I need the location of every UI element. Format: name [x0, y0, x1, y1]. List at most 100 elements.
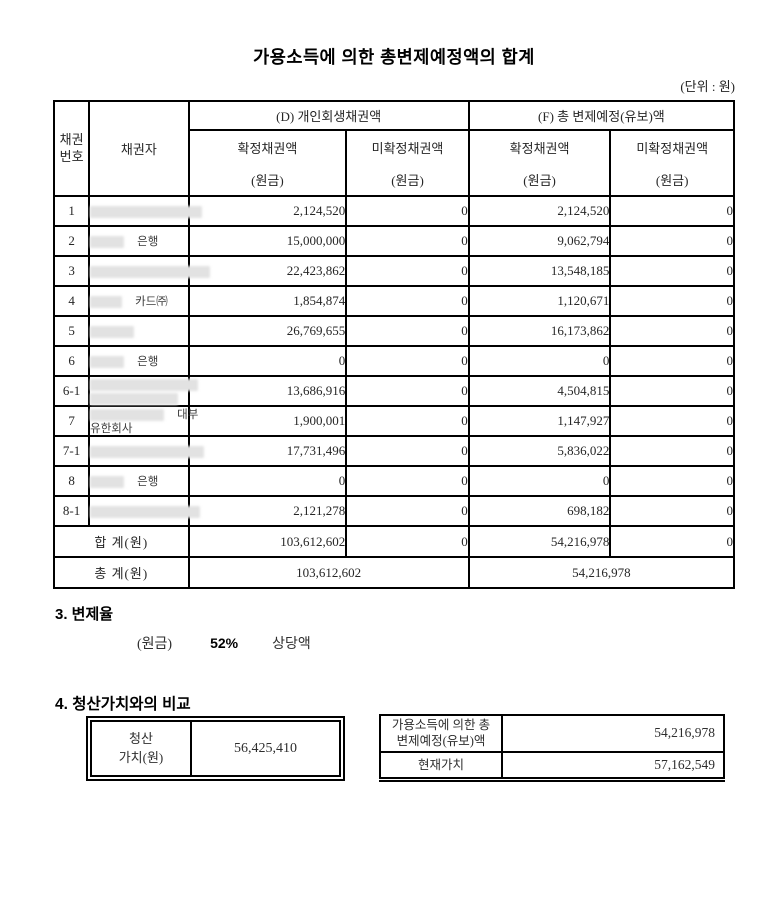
table-row: 2 은행 15,000,000 0 9,062,794 0 [52, 225, 735, 257]
table-row: 4 카드㈜ 1,854,874 0 1,120,671 0 [52, 285, 735, 317]
d-confirmed-amount-cell: 26,769,655 [187, 315, 348, 347]
d-confirmed-amount-cell: 13,686,916 [187, 375, 348, 407]
table-row: 7 대부 유한회사 1,900,001 0 1,147,927 0 [52, 405, 735, 437]
redacted-text [90, 393, 179, 406]
creditor-name-text: 은행 [137, 236, 159, 249]
repayment-rate-line: (원금) 52% 상당액 [137, 633, 311, 653]
header-d-unconfirmed: 미확정채권액 (원금) [345, 129, 470, 197]
creditor-name-line [90, 264, 211, 279]
creditor-name-line [90, 504, 201, 519]
d-unconfirmed-amount-cell: 0 [345, 405, 470, 437]
comparison-total-value: 54,216,978 [501, 714, 725, 753]
creditor-name-cell: 대부 유한회사 [88, 405, 198, 437]
creditor-number-cell: 1 [52, 195, 91, 227]
header-creditor-number-line1: 채권 [59, 131, 84, 147]
creditor-number-cell: 8 [52, 465, 91, 497]
d-unconfirmed-amount-cell: 0 [345, 375, 470, 407]
header-d-confirmed-principal: (원금) [251, 172, 284, 188]
table-body: 1 2,124,520 0 2,124,520 0 2 은행 15,000,000 0 9,062… [52, 195, 735, 527]
table-row: 6-1 13,686,916 0 4,504,815 0 [52, 375, 735, 407]
unit-label: (단위 : 원) [680, 79, 735, 94]
grand-total-f: 54,216,978 [467, 556, 736, 589]
f-unconfirmed-amount-cell: 0 [609, 225, 735, 257]
d-unconfirmed-amount-cell: 0 [345, 225, 470, 257]
f-unconfirmed-amount-cell: 0 [609, 285, 735, 317]
d-confirmed-amount-cell: 0 [187, 345, 348, 377]
d-confirmed-amount-cell: 2,121,278 [187, 495, 348, 527]
redacted-text [90, 356, 125, 369]
table-row: 7-1 17,731,496 0 5,836,022 0 [52, 435, 735, 467]
redacted-text [90, 236, 125, 249]
f-unconfirmed-amount-cell: 0 [609, 255, 735, 287]
f-unconfirmed-amount-cell: 0 [609, 375, 735, 407]
f-unconfirmed-amount-cell: 0 [609, 195, 735, 227]
creditor-name-text: 대부 [177, 409, 199, 422]
f-confirmed-amount-cell: 4,504,815 [467, 375, 612, 407]
f-unconfirmed-amount-cell: 0 [609, 435, 735, 467]
creditor-name-text: 은행 [137, 476, 159, 489]
grand-total-d: 103,612,602 [187, 556, 470, 589]
table-row: 5 26,769,655 0 16,173,862 0 [52, 315, 735, 347]
d-unconfirmed-amount-cell: 0 [345, 285, 470, 317]
d-confirmed-amount-cell: 22,423,862 [187, 255, 348, 287]
subtotal-f-unconfirmed: 0 [609, 525, 735, 558]
creditor-name-cell: 은행 [88, 465, 190, 497]
creditor-name-cell [88, 195, 203, 227]
creditor-name-line: 카드㈜ [90, 294, 187, 309]
header-d-unconfirmed-principal: (원금) [391, 172, 424, 188]
section3-heading: 3. 변제율 [55, 606, 114, 623]
creditor-name-line [90, 444, 205, 459]
table-row: 6 은행 0 0 0 0 [52, 345, 735, 377]
comparison-total-label-line1: 가용소득에 의한 총 [391, 718, 491, 732]
liquidation-label-line2: 가치(원) [118, 749, 164, 765]
d-unconfirmed-amount-cell: 0 [345, 435, 470, 467]
creditor-number-cell: 7 [52, 405, 91, 437]
redacted-text [90, 446, 205, 459]
creditor-name-cell [88, 315, 190, 347]
d-confirmed-amount-cell: 15,000,000 [187, 225, 348, 257]
redacted-text [90, 506, 201, 519]
header-f-confirmed: 확정채권액 (원금) [467, 129, 612, 197]
creditor-name-line [90, 324, 187, 339]
d-confirmed-amount-cell: 17,731,496 [187, 435, 348, 467]
rate-value: 52% [210, 635, 239, 651]
f-confirmed-amount-cell: 698,182 [467, 495, 612, 527]
redacted-text [90, 206, 203, 219]
rate-suffix: 상당액 [272, 637, 311, 652]
creditor-name-text: 카드㈜ [135, 296, 168, 309]
creditor-number-cell: 6-1 [52, 375, 91, 407]
header-f-confirmed-label: 확정채권액 [509, 140, 570, 156]
present-value: 57,162,549 [501, 750, 725, 781]
comparison-total-label-line2: 변제예정(유보)액 [396, 734, 486, 749]
rate-principal-label: (원금) [137, 637, 173, 652]
creditor-number-cell: 7-1 [52, 435, 91, 467]
subtotal-d-unconfirmed: 0 [345, 525, 470, 558]
f-unconfirmed-amount-cell: 0 [609, 465, 735, 497]
creditor-name-line: 대부 [90, 407, 198, 422]
d-unconfirmed-amount-cell: 0 [345, 495, 470, 527]
creditor-number-cell: 6 [52, 345, 91, 377]
liquidation-value-box: 청산 가치(원) 56,425,410 [86, 716, 345, 781]
creditor-number-cell: 3 [52, 255, 91, 287]
d-confirmed-amount-cell: 0 [187, 465, 348, 497]
creditor-name-cell: 은행 [88, 225, 190, 257]
f-confirmed-amount-cell: 5,836,022 [467, 435, 612, 467]
header-d-unconfirmed-label: 미확정채권액 [371, 140, 444, 156]
table-row: 8 은행 0 0 0 0 [52, 465, 735, 497]
subtotal-label: 합 계(원) [53, 525, 190, 558]
creditor-name-line [90, 204, 203, 219]
section4-heading: 4. 청산가치와의 비교 [55, 696, 191, 713]
f-unconfirmed-amount-cell: 0 [609, 345, 735, 377]
header-group-f: (F) 총 변제예정(유보)액 [467, 100, 736, 131]
f-confirmed-amount-cell: 2,124,520 [467, 195, 612, 227]
d-confirmed-amount-cell: 1,900,001 [187, 405, 348, 437]
comparison-table: 가용소득에 의한 총 변제예정(유보)액 54,216,978 현재가치 57,… [379, 714, 725, 782]
f-unconfirmed-amount-cell: 0 [609, 495, 735, 527]
redacted-text [90, 266, 211, 279]
header-d-confirmed-label: 확정채권액 [237, 140, 298, 156]
liquidation-value-table: 청산 가치(원) 56,425,410 [90, 720, 341, 777]
header-f-confirmed-principal: (원금) [523, 172, 556, 188]
liquidation-row: 청산 가치(원) 56,425,410 [90, 720, 341, 777]
f-confirmed-amount-cell: 1,147,927 [467, 405, 612, 437]
